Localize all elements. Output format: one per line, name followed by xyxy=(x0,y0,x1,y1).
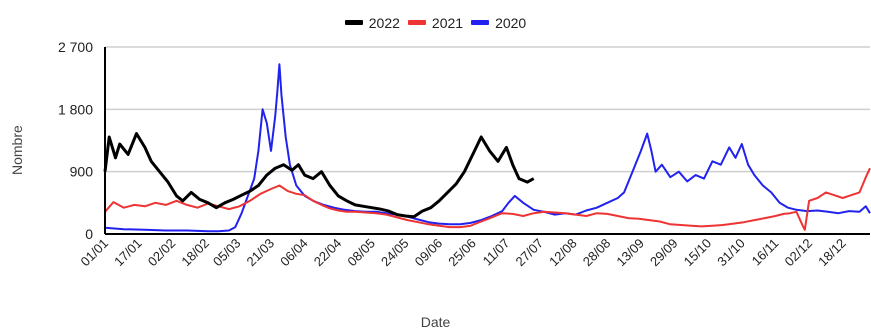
legend-swatch xyxy=(407,20,426,25)
x-tick-label: 02/02 xyxy=(145,236,179,270)
legend: 2022 2021 2020 xyxy=(0,12,871,31)
legend-item-2020: 2020 xyxy=(471,15,526,31)
legend-swatch xyxy=(471,20,490,25)
y-axis-title: Nombre xyxy=(9,125,25,175)
legend-label: 2020 xyxy=(495,14,527,31)
x-tick-label: 21/03 xyxy=(244,236,278,270)
x-tick-label: 18/02 xyxy=(178,236,212,270)
y-tick-label: 0 xyxy=(85,226,93,242)
legend-item-2021: 2021 xyxy=(407,14,464,31)
x-tick-label: 17/01 xyxy=(111,236,145,270)
legend-item-2022: 2022 xyxy=(344,14,400,31)
y-axis-ticks: 0 900 1 800 2 700 xyxy=(58,39,93,242)
x-tick-label: 31/10 xyxy=(714,236,748,270)
x-tick-label: 02/12 xyxy=(782,236,816,270)
x-tick-label: 22/04 xyxy=(311,236,345,270)
x-axis-title: Date xyxy=(420,314,451,330)
x-tick-label: 08/05 xyxy=(344,236,378,270)
series-lines xyxy=(103,63,871,233)
series-line-2020 xyxy=(104,63,871,233)
x-tick-label: 28/08 xyxy=(580,236,614,270)
x-tick-label: 16/11 xyxy=(749,236,782,269)
gridlines xyxy=(105,46,870,173)
x-tick-label: 27/07 xyxy=(513,236,547,270)
legend-label: 2021 xyxy=(431,14,464,31)
series-line-2022 xyxy=(103,132,535,219)
x-tick-label: 29/09 xyxy=(647,236,681,270)
x-tick-label: 25/06 xyxy=(445,236,479,270)
legend-swatch xyxy=(344,20,363,25)
x-tick-label: 13/09 xyxy=(613,236,647,270)
legend-label: 2022 xyxy=(368,14,400,31)
x-tick-label: 12/08 xyxy=(546,236,580,270)
x-tick-label: 01/01 xyxy=(78,236,112,270)
x-tick-label: 09/06 xyxy=(412,236,446,270)
y-tick-label: 1 800 xyxy=(58,101,93,117)
x-tick-label: 18/12 xyxy=(815,236,849,270)
x-tick-label: 05/03 xyxy=(210,236,244,270)
axes xyxy=(104,47,870,235)
y-tick-label: 900 xyxy=(70,164,94,180)
x-tick-label: 06/04 xyxy=(277,236,311,270)
x-tick-label: 24/05 xyxy=(378,236,412,270)
series-line-2021 xyxy=(104,167,871,231)
y-tick-label: 2 700 xyxy=(58,39,93,55)
x-tick-label: 11/07 xyxy=(480,236,513,269)
x-tick-label: 15/10 xyxy=(681,236,715,270)
